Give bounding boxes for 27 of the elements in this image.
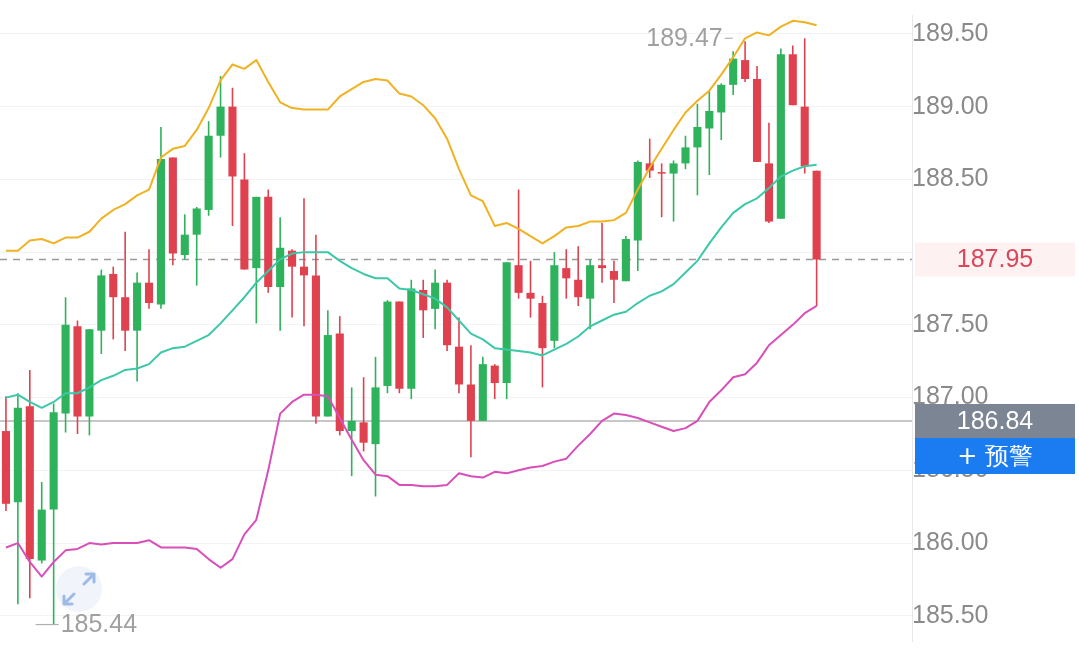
candlestick (144, 248, 154, 310)
annotation: 189.47 (646, 23, 723, 52)
candlestick (562, 248, 571, 300)
candlestick (574, 245, 583, 307)
candlestick (657, 162, 666, 219)
candlestick (693, 102, 702, 197)
y-tick-label: 187.50 (912, 308, 989, 337)
candlestick (347, 386, 356, 477)
candlestick (609, 260, 619, 304)
candlestick (669, 159, 678, 223)
ref-line-label: 187.95 (956, 244, 1034, 273)
candlestick (359, 376, 368, 453)
candlestick (681, 134, 690, 170)
candlestick (490, 363, 499, 400)
candlestick (180, 213, 189, 261)
candlestick (299, 197, 309, 328)
candlestick (526, 260, 535, 319)
y-tick-label: 189.00 (912, 90, 989, 119)
y-tick-label: 186.00 (912, 526, 989, 555)
annotation: 185.44 (60, 609, 138, 638)
candlestick (597, 222, 607, 284)
y-tick-label: 189.50 (912, 17, 989, 46)
candlestick (741, 40, 750, 83)
candlestick (109, 265, 118, 341)
y-tick-label: 188.50 (912, 163, 989, 192)
candlestick (705, 89, 714, 176)
y-tick-label: 185.50 (912, 599, 989, 628)
